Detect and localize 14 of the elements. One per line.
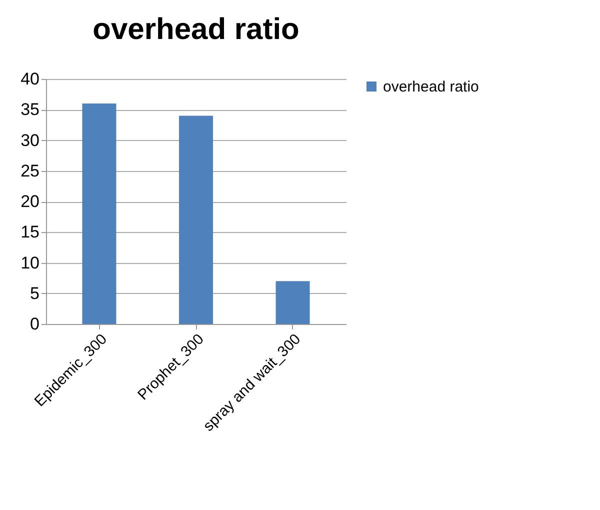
y-tick-label: 20 — [20, 192, 40, 211]
y-tick-label: 40 — [20, 70, 40, 88]
y-tick-label: 5 — [30, 284, 40, 303]
y-tick-label: 35 — [20, 100, 40, 120]
legend-label: overhead ratio — [383, 78, 479, 96]
bar — [179, 116, 213, 324]
chart-title: overhead ratio — [92, 13, 300, 46]
y-tick-label: 10 — [20, 253, 40, 272]
bar — [82, 104, 116, 324]
y-tick-label: 15 — [20, 222, 40, 242]
bar — [276, 281, 310, 324]
y-tick-label: 25 — [20, 161, 40, 180]
y-tick-label: 30 — [20, 130, 40, 150]
y-tick-label: 0 — [30, 314, 40, 334]
